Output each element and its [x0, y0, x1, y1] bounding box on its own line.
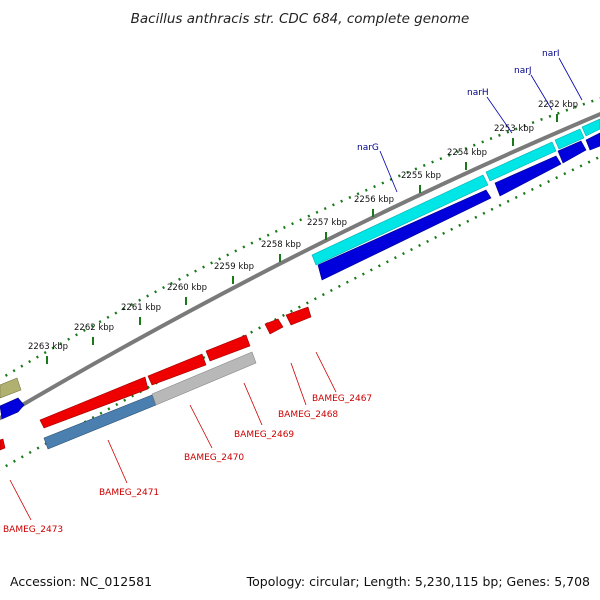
gene-BAMEG_2468[interactable] [264, 318, 284, 335]
leader-BAMEG_2468 [290, 362, 307, 406]
genome-backbone [0, 112, 600, 421]
label-narJ: narJ [514, 66, 532, 76]
gene-BAMEG_2473[interactable] [0, 438, 6, 451]
reverse-genes-red [0, 306, 312, 451]
leader-narI [558, 57, 583, 101]
gene-blue-3[interactable] [557, 140, 587, 164]
tick-label: 2252 kbp [538, 100, 578, 110]
leader-narJ [530, 74, 553, 111]
gene-gray[interactable] [151, 351, 257, 406]
leader-BAMEG_2471 [107, 439, 128, 484]
leader-BAMEG_2470 [189, 404, 213, 449]
leader-narH [486, 96, 513, 134]
tick-label: 2261 kbp [121, 303, 161, 313]
gene-olive-left[interactable] [0, 377, 22, 399]
gene-BAMEG_2471[interactable] [39, 376, 149, 429]
reverse-genes-other [43, 351, 257, 450]
leader-BAMEG_2469 [243, 382, 263, 426]
leader-BAMEG_2467 [315, 351, 337, 393]
tick-label: 2257 kbp [307, 218, 347, 228]
leader-BAMEG_2473 [9, 479, 32, 521]
tick-label: 2256 kbp [354, 195, 394, 205]
forward-gene-labels: narI narJ narH narG [357, 49, 583, 193]
gene-blue-2[interactable] [494, 155, 562, 197]
map-title: Bacillus anthracis str. CDC 684, complet… [131, 11, 470, 27]
label-narH: narH [467, 88, 489, 98]
tick-label: 2255 kbp [401, 171, 441, 181]
gene-BAMEG_2467[interactable] [285, 306, 312, 326]
reverse-gene-labels: BAMEG_2467 BAMEG_2468 BAMEG_2469 BAMEG_2… [3, 351, 372, 535]
label-BAMEG_2468: BAMEG_2468 [278, 410, 338, 420]
label-BAMEG_2469: BAMEG_2469 [234, 430, 294, 440]
forward-genes-cyan [311, 118, 600, 266]
tick-label: 2254 kbp [447, 148, 487, 158]
gene-BAMEG_2469[interactable] [205, 334, 251, 362]
tick-label: 2262 kbp [74, 323, 114, 333]
tick-label: 2260 kbp [167, 283, 207, 293]
major-ticks [46, 114, 558, 364]
gene-narJ[interactable] [554, 128, 585, 150]
accession-text: Accession: NC_012581 [10, 574, 152, 589]
gene-BAMEG_2470[interactable] [147, 353, 207, 386]
gene-narH[interactable] [485, 141, 557, 182]
label-narI: narI [542, 49, 560, 59]
tick-labels: 2252 kbp 2253 kbp 2254 kbp 2255 kbp 2256 kbp… [28, 100, 578, 352]
gene-blue-left[interactable] [0, 397, 25, 420]
label-BAMEG_2473: BAMEG_2473 [3, 525, 63, 535]
tick-label: 2253 kbp [494, 124, 534, 134]
label-BAMEG_2470: BAMEG_2470 [184, 453, 244, 463]
gene-narG[interactable] [311, 174, 489, 266]
gene-blue-4[interactable] [585, 132, 600, 151]
leader-narG [379, 150, 398, 193]
gene-narI[interactable] [581, 118, 600, 137]
forward-genes-blue [0, 132, 600, 420]
label-BAMEG_2467: BAMEG_2467 [312, 394, 372, 404]
label-narG: narG [357, 143, 379, 153]
tick-label: 2259 kbp [214, 262, 254, 272]
topology-text: Topology: circular; Length: 5,230,115 bp… [246, 574, 590, 589]
tick-label: 2258 kbp [261, 240, 301, 250]
tick-label: 2263 kbp [28, 342, 68, 352]
gene-blue-1[interactable] [317, 189, 492, 281]
label-BAMEG_2471: BAMEG_2471 [99, 488, 159, 498]
